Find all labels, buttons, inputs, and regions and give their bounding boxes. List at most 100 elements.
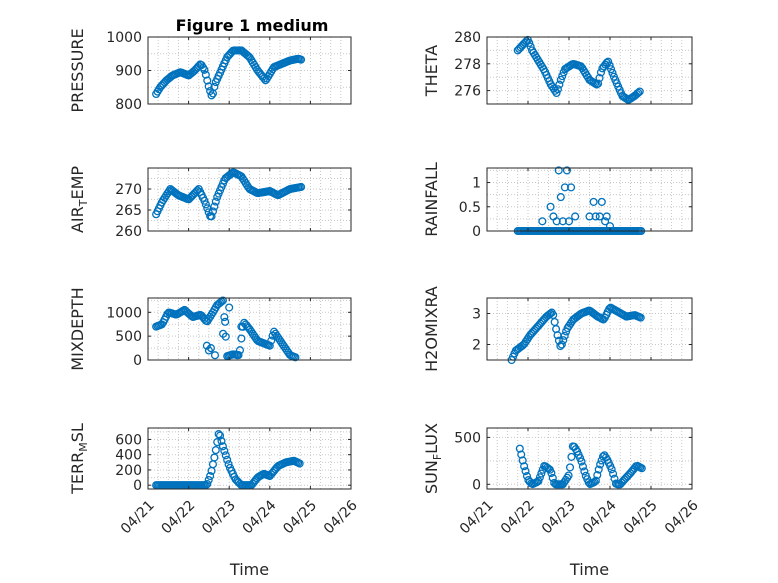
y-tick-label: 400	[115, 448, 142, 464]
panel-h2omixra: 2 3 H2OMIXRA	[422, 286, 693, 372]
data-point	[606, 65, 616, 74]
y-axis-label: MIXDEPTH	[68, 287, 87, 370]
y-tick-label: 3	[472, 307, 481, 323]
data-point	[591, 212, 600, 221]
data-point	[560, 183, 569, 192]
data-point	[595, 73, 604, 83]
y-tick-label: 270	[115, 182, 142, 198]
y-tick-label: 276	[454, 84, 481, 100]
data-point	[201, 70, 210, 79]
x-tick-label: 04/23	[199, 497, 239, 537]
data-point	[521, 467, 530, 476]
data-point	[265, 341, 274, 350]
data-point	[200, 196, 209, 205]
data-point	[218, 442, 227, 451]
data-point	[590, 478, 599, 487]
x-tick-label: 04/26	[662, 497, 702, 537]
data-point	[518, 456, 527, 465]
axes-box	[147, 297, 352, 361]
series-points	[152, 46, 306, 100]
data-point	[211, 446, 220, 455]
data-point	[571, 212, 580, 221]
data-point	[548, 473, 557, 483]
data-point	[577, 457, 586, 466]
panel-mixdepth: 0 500 1000 MIXDEPTH	[68, 287, 352, 371]
data-point	[520, 462, 529, 471]
data-point	[557, 340, 566, 349]
data-point	[538, 217, 547, 226]
data-point	[559, 336, 568, 345]
y-tick-label: 1000	[106, 305, 142, 321]
data-point	[207, 91, 216, 100]
data-point	[607, 465, 616, 474]
axes-box	[486, 427, 693, 490]
axes-box	[147, 427, 352, 490]
data-point	[622, 94, 631, 103]
panel-sun-flux: 0 500 04/21 04/22 04/23 04/24 04/25 04/26 SUNFLU…	[422, 423, 702, 579]
data-point	[602, 212, 611, 221]
y-tick-label: 200	[115, 463, 142, 479]
data-point	[237, 322, 246, 331]
data-point	[260, 74, 269, 83]
x-tick-label: 04/22	[159, 497, 199, 537]
data-point	[591, 476, 600, 485]
data-point	[594, 465, 603, 474]
series-points	[513, 35, 644, 104]
data-point	[217, 436, 226, 446]
data-point	[221, 451, 230, 460]
x-tick-label: 04/26	[321, 497, 361, 537]
gridlines	[486, 428, 693, 489]
data-point	[593, 471, 602, 480]
data-point	[589, 197, 598, 206]
y-axis-label: SUNFLUX	[422, 423, 444, 494]
axes-box	[486, 167, 693, 232]
data-point	[223, 455, 232, 464]
data-point	[580, 467, 589, 476]
data-point	[204, 82, 213, 91]
data-point	[207, 212, 216, 221]
data-point	[564, 471, 573, 480]
data-point	[556, 193, 565, 202]
y-tick-label: 0	[133, 478, 142, 494]
data-point	[216, 431, 225, 440]
data-point	[525, 38, 534, 47]
data-point	[210, 202, 219, 211]
series-points	[152, 430, 304, 490]
x-axis-label: Time	[569, 560, 609, 579]
data-point	[206, 344, 215, 353]
data-point	[211, 197, 220, 206]
data-point	[546, 202, 555, 211]
axes-box	[486, 36, 693, 105]
series-points	[515, 442, 646, 489]
data-point	[220, 313, 229, 322]
data-point	[201, 200, 210, 209]
y-tick-label: 1000	[106, 30, 142, 46]
data-point	[637, 464, 646, 473]
y-tick-label: 600	[115, 432, 142, 448]
panel-rainfall: 0 0.5 1 RAINFALL	[422, 162, 693, 240]
y-tick-label: 800	[115, 97, 142, 113]
data-point	[297, 182, 306, 192]
data-point	[206, 471, 215, 481]
panel-pressure: 800 900 1000 PRESSURE	[68, 28, 352, 113]
data-point	[203, 479, 212, 489]
data-point	[604, 57, 613, 66]
data-point	[208, 207, 218, 216]
series-points	[152, 296, 300, 362]
data-point	[560, 331, 569, 340]
y-tick-label: 280	[454, 30, 481, 46]
data-point	[233, 351, 242, 360]
data-point	[295, 459, 304, 468]
data-point	[535, 473, 544, 482]
y-axis-label: THETA	[422, 45, 441, 97]
data-point	[200, 65, 209, 74]
y-axis-label: AIRTEMP	[68, 166, 90, 233]
data-point	[537, 469, 546, 478]
data-point	[596, 460, 605, 469]
y-tick-label: 2	[472, 338, 481, 354]
data-point	[558, 72, 567, 81]
panel-theta: 276 278 280 THETA	[422, 30, 693, 105]
y-axis-label: H2OMIXRA	[422, 286, 441, 372]
data-point	[203, 76, 212, 85]
